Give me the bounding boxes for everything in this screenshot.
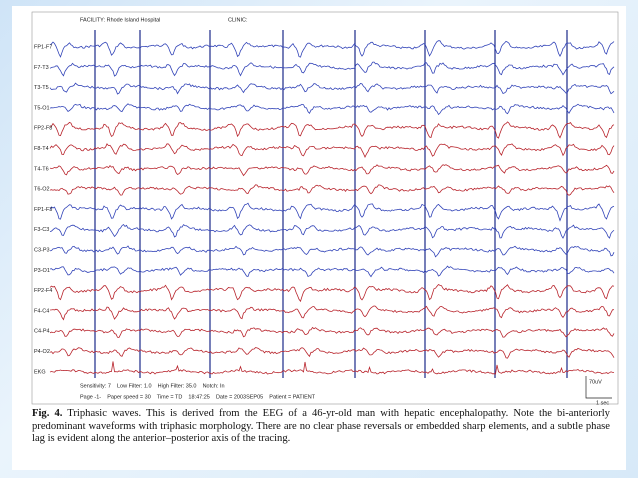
channel-label: F3-C3 (34, 227, 49, 233)
eeg-trace (49, 245, 615, 258)
eeg-trace (49, 326, 615, 338)
eeg-trace (49, 82, 615, 95)
channel-label: FP2-F8 (34, 126, 52, 132)
caption: Fig. 4. Triphasic waves. This is derived… (32, 408, 610, 446)
scale-bar (585, 376, 612, 399)
channel-label: FP1-F3 (34, 207, 52, 213)
channel-label: F4-C4 (34, 308, 49, 314)
channel-label: EKG (34, 369, 46, 375)
eeg-trace (49, 164, 615, 177)
scale-amplitude: 70uV (589, 379, 602, 385)
scale-time: 1 sec (596, 400, 609, 406)
eeg-trace (49, 347, 615, 359)
eeg-trace (49, 305, 615, 321)
channel-label: C4-P4 (34, 329, 50, 335)
caption-text: Triphasic waves. This is derived from th… (32, 408, 610, 444)
eeg-trace (49, 61, 615, 77)
channel-label: FP1-F7 (34, 44, 52, 50)
channel-label: C3-P3 (34, 247, 50, 253)
channel-label: T6-O2 (34, 187, 50, 193)
footer-line: Page -1- Paper speed = 30 Time = TD 18:4… (80, 394, 316, 400)
facility: FACILITY: Rhode Island Hospital (80, 17, 160, 23)
channel-label: F8-T4 (34, 146, 49, 152)
footer-line: Sensitivity: 7 Low Filter: 1.0 High Filt… (80, 383, 225, 389)
channel-label: T4-T6 (34, 166, 49, 172)
waveforms (49, 30, 615, 378)
channel-label: F7-T3 (34, 65, 49, 71)
channel-label: FP2-F4 (34, 288, 52, 294)
eeg-trace (49, 223, 615, 239)
channel-label: T5-O1 (34, 105, 50, 111)
clinic: CLINIC: (228, 17, 248, 23)
caption-label: Fig. 4. (32, 408, 63, 419)
eeg-trace (49, 121, 615, 139)
channel-label: P4-O2 (34, 349, 50, 355)
channel-label: P3-O1 (34, 268, 50, 274)
eeg-trace (49, 184, 615, 196)
figure-frame (31, 11, 619, 405)
channel-label: T3-T5 (34, 85, 49, 91)
eeg-trace (49, 202, 615, 222)
eeg-trace (49, 265, 615, 278)
eeg-trace (49, 283, 615, 303)
eeg-trace (49, 143, 615, 158)
eeg-trace (49, 361, 615, 375)
eeg-trace (49, 40, 615, 58)
eeg-trace (49, 103, 615, 116)
